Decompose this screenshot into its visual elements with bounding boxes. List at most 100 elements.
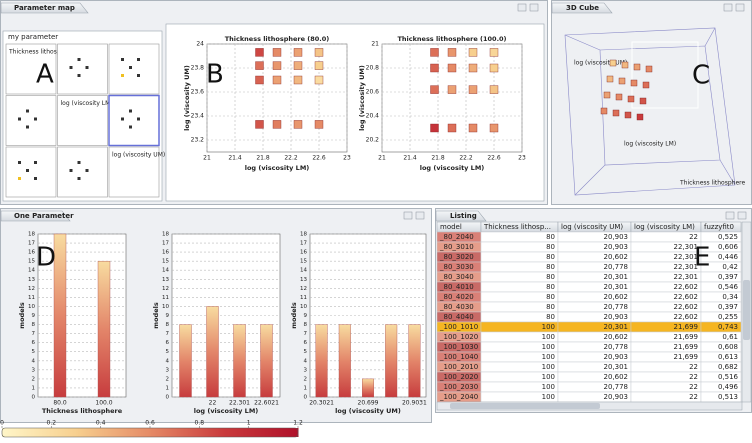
data-point [314, 61, 324, 70]
plot-title: Thickness lithosphere (100.0) [397, 35, 506, 43]
x-tick-label: 20.3021 [309, 400, 334, 407]
matrix-dot [18, 117, 21, 121]
bar [338, 324, 351, 398]
table-cell-text: _100_2040 [439, 393, 478, 401]
tab[interactable] [0, 210, 71, 222]
y-tick-label: 17 [28, 241, 35, 247]
table-cell-text: 0,608 [718, 343, 738, 351]
table-cell-text: 20,301 [604, 273, 629, 281]
x-tick-label: 22.6021 [254, 400, 279, 407]
tab-title[interactable]: Listing [450, 212, 477, 220]
y-tick-label: 3 [304, 367, 308, 373]
data-point [430, 63, 439, 73]
data-point [314, 75, 324, 85]
tab-title[interactable]: Parameter map [14, 4, 75, 12]
column-header-label[interactable]: log (viscosity UM) [561, 223, 623, 231]
y-tick-label: 5 [166, 349, 170, 355]
y-axis-label: models [18, 302, 26, 329]
window-buttons[interactable] [403, 3, 747, 220]
x-axis-label: log (viscosity LM) [420, 164, 485, 172]
column-header-label[interactable]: Thickness lithosp... [483, 223, 551, 231]
x-axis-label: Thickness lithosphere [42, 407, 123, 415]
x-tick-label: 22.2 [284, 155, 298, 162]
matrix-cell [108, 94, 160, 147]
matrix-dot [69, 66, 73, 69]
y-tick-label: 17 [300, 241, 307, 247]
table-cell-text: 20,903 [604, 353, 629, 361]
tab[interactable] [435, 210, 487, 222]
table-cell-text: _80_3010 [439, 243, 474, 251]
colorbar-segment [76, 428, 151, 437]
y-tick-label: 18 [162, 232, 169, 238]
scroll-thumb[interactable] [450, 403, 600, 409]
matrix-dot [34, 161, 37, 164]
tab-title[interactable]: One Parameter [14, 212, 74, 220]
table-cell-text: _100_1040 [439, 353, 478, 361]
table-cell-text: 80 [546, 233, 555, 241]
table-cell-text: 21,699 [674, 333, 699, 341]
x-tick-label: 21 [378, 155, 386, 162]
x-tick-label: 21.4 [228, 155, 242, 162]
cube-block [624, 111, 632, 119]
y-tick-label: 13 [28, 277, 35, 283]
x-tick-label: 20.9031 [402, 400, 427, 407]
x-tick-label: 22.301 [229, 400, 250, 407]
table-cell-text: 22,301 [674, 273, 699, 281]
y-tick-label: 1 [166, 385, 170, 391]
tab[interactable] [0, 2, 89, 14]
table-cell-text: 100 [542, 393, 555, 401]
table-cell-text: _100_2030 [439, 383, 478, 391]
matrix-cell [57, 43, 108, 95]
tab[interactable] [551, 2, 613, 14]
y-tick-label: 11 [300, 295, 307, 301]
y-tick-label: 0 [166, 395, 170, 401]
data-point [255, 120, 264, 129]
table-cell-text: 0,546 [718, 283, 739, 291]
y-tick-label: 7 [166, 331, 170, 337]
bar [408, 324, 421, 398]
data-point [430, 48, 439, 57]
x-tick-label: 21 [203, 155, 211, 162]
y-tick-label: 10 [28, 304, 35, 310]
table-cell-text: 22,602 [674, 303, 699, 311]
data-point [272, 75, 282, 85]
matrix-dot [137, 74, 140, 77]
data-point [489, 48, 499, 57]
matrix-cell [5, 95, 57, 146]
table-cell-text: 80 [546, 263, 555, 271]
cube-block [609, 59, 617, 67]
y-tick-label: 23.6 [191, 89, 205, 96]
table-cell-text: 22 [689, 373, 698, 381]
data-point [314, 48, 324, 57]
y-tick-label: 12 [28, 286, 35, 292]
table-cell-text: 22,602 [674, 313, 699, 321]
colorbar-segment [2, 428, 77, 437]
y-tick-label: 14 [28, 268, 35, 274]
bar [206, 306, 219, 398]
colorbar-tick-label: 0.4 [96, 420, 106, 427]
scroll-thumb[interactable] [743, 280, 750, 340]
matrix-dot [26, 109, 29, 113]
table-cell-text: 0,61 [722, 333, 738, 341]
table-cell-text: 22 [689, 393, 698, 401]
table-cell-text: 0,397 [718, 273, 738, 281]
column-header-label[interactable]: model [440, 223, 462, 231]
annotation-letter: B [206, 60, 224, 90]
bar [97, 260, 111, 398]
column-header-label[interactable]: fuzzyfit0 [704, 223, 734, 231]
matrix-dot [26, 169, 29, 172]
matrix-cell [57, 146, 108, 198]
table-cell-text: 0,397 [718, 303, 738, 311]
table-cell-text: 20,778 [604, 303, 629, 311]
table-cell-text: 20,602 [604, 373, 629, 381]
y-tick-label: 7 [32, 331, 36, 337]
y-tick-label: 11 [28, 295, 35, 301]
table-cell-text: _80_3020 [439, 253, 474, 261]
column-header-label[interactable]: log (viscosity LM) [634, 223, 695, 231]
cube-block [615, 93, 623, 101]
matrix-dot [85, 66, 89, 69]
matrix-dot [77, 161, 81, 164]
cube-block [639, 97, 647, 105]
tab-title[interactable]: 3D Cube [566, 4, 599, 12]
